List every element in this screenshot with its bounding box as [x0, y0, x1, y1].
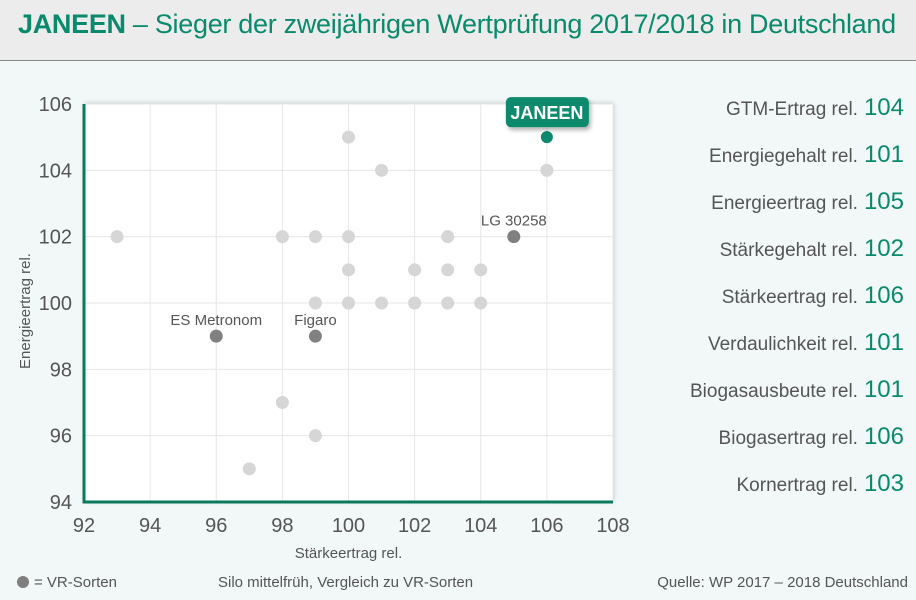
y-tick-label: 100 — [39, 293, 72, 315]
data-point[interactable] — [375, 296, 389, 310]
x-tick-label: 98 — [271, 515, 293, 537]
highlight-point[interactable] — [540, 131, 553, 144]
point-label: Figaro — [294, 312, 337, 329]
stats-list: GTM-Ertrag rel. 104 Energiegehalt rel. 101 E… — [604, 94, 904, 517]
stat-value: 103 — [863, 470, 904, 497]
x-tick-label: 102 — [398, 515, 431, 537]
stat-label: Energieertrag rel. — [711, 193, 858, 214]
stat-label: Kornertrag rel. — [736, 475, 858, 496]
axes — [82, 104, 613, 504]
point-label: ES Metronom — [170, 312, 262, 329]
data-points — [110, 130, 554, 476]
stat-label: GTM-Ertrag rel. — [726, 99, 858, 120]
stat-row: GTM-Ertrag rel. 104 — [604, 94, 904, 141]
data-point[interactable] — [441, 230, 455, 244]
stat-value: 101 — [863, 141, 904, 168]
vr-point[interactable] — [209, 329, 223, 343]
stat-row: Stärkegehalt rel. 102 — [604, 235, 904, 282]
legend-label: = VR-Sorten — [34, 574, 117, 591]
highlight-badge — [505, 97, 589, 128]
vr-dot-icon — [17, 576, 29, 588]
source-note: Quelle: WP 2017 – 2018 Deutschland — [657, 574, 908, 591]
title-text: – Sieger der zweijährigen Wertprüfung 20… — [125, 9, 896, 39]
y-tick-label: 106 — [39, 94, 72, 116]
y-tick-label: 104 — [39, 160, 72, 182]
data-point[interactable] — [408, 263, 422, 277]
stat-value: 105 — [863, 188, 904, 215]
scatter-chart: 92 94 96 98 100 102 104 106 10894969810010210410… — [17, 94, 630, 562]
data-point[interactable] — [408, 296, 422, 310]
stat-value: 102 — [863, 235, 904, 262]
tick-labels: 92 94 96 98 100 102 104 106 10894969810010210410… — [39, 94, 630, 537]
x-axis-label: Stärkeertrag rel. — [295, 545, 403, 562]
data-point[interactable] — [540, 163, 554, 177]
stat-row: Biogasertrag rel. 106 — [604, 423, 904, 470]
stat-value: 101 — [863, 376, 904, 403]
data-point[interactable] — [441, 296, 455, 310]
data-point[interactable] — [342, 230, 355, 244]
page-title: JANEEN – Sieger der zweijährigen Wertprü… — [18, 9, 896, 40]
data-point[interactable] — [342, 130, 355, 144]
y-axis-label: Energieertrag rel. — [17, 253, 34, 369]
point-labels: LG 30258 ES Metronom Figaro JANEEN — [170, 97, 589, 329]
x-tick-label: 108 — [596, 515, 629, 537]
data-point[interactable] — [375, 163, 389, 177]
stat-row: Biogasausbeute rel. 101 — [604, 376, 904, 423]
header: JANEEN – Sieger der zweijährigen Wertprü… — [0, 0, 916, 61]
data-point[interactable] — [441, 263, 455, 277]
x-tick-label: 94 — [139, 515, 161, 537]
y-tick-label: 98 — [50, 359, 72, 381]
x-tick-label: 96 — [205, 515, 227, 537]
stat-label: Stärkeertrag rel. — [721, 287, 858, 308]
stat-row: Kornertrag rel. 103 — [604, 470, 905, 517]
highlight-label: JANEEN — [510, 103, 583, 123]
data-point[interactable] — [308, 296, 322, 310]
stat-label: Verdaulichkeit rel. — [707, 334, 858, 355]
stat-value: 106 — [863, 423, 904, 450]
data-point[interactable] — [342, 263, 355, 277]
stat-value: 104 — [863, 94, 904, 121]
stat-row: Stärkeertrag rel. 106 — [604, 282, 904, 329]
point-label: LG 30258 — [481, 213, 547, 230]
stat-label: Energiegehalt rel. — [709, 146, 858, 167]
legend: = VR-Sorten — [17, 574, 117, 591]
title-brand: JANEEN — [18, 9, 126, 39]
stat-row: Energiegehalt rel. 101 — [604, 141, 904, 188]
x-tick-label: 92 — [73, 515, 95, 537]
chart-caption: Silo mittelfrüh, Vergleich zu VR-Sorten — [218, 574, 474, 591]
x-tick-label: 106 — [530, 515, 563, 537]
stat-row: Verdaulichkeit rel. 101 — [604, 329, 904, 376]
stat-row: Energieertrag rel. 105 — [604, 188, 904, 235]
stat-label: Stärkegehalt rel. — [719, 240, 858, 261]
data-point[interactable] — [242, 462, 256, 476]
y-tick-label: 96 — [50, 426, 72, 448]
stat-value: 106 — [863, 282, 904, 309]
data-point[interactable] — [308, 230, 322, 244]
vr-point[interactable] — [507, 230, 521, 244]
stat-value: 101 — [863, 329, 904, 356]
x-tick-label: 104 — [464, 515, 497, 537]
y-tick-label: 102 — [39, 227, 72, 249]
stat-label: Biogasausbeute rel. — [690, 381, 858, 402]
data-point[interactable] — [308, 429, 322, 443]
y-tick-label: 94 — [50, 492, 72, 514]
data-point[interactable] — [342, 296, 355, 310]
data-point[interactable] — [474, 296, 488, 310]
data-point[interactable] — [110, 230, 124, 244]
data-point[interactable] — [474, 263, 488, 277]
stat-label: Biogasertrag rel. — [718, 428, 858, 449]
data-point[interactable] — [275, 396, 289, 409]
data-point[interactable] — [275, 230, 289, 244]
vr-point[interactable] — [308, 329, 322, 343]
x-tick-label: 100 — [332, 515, 365, 537]
